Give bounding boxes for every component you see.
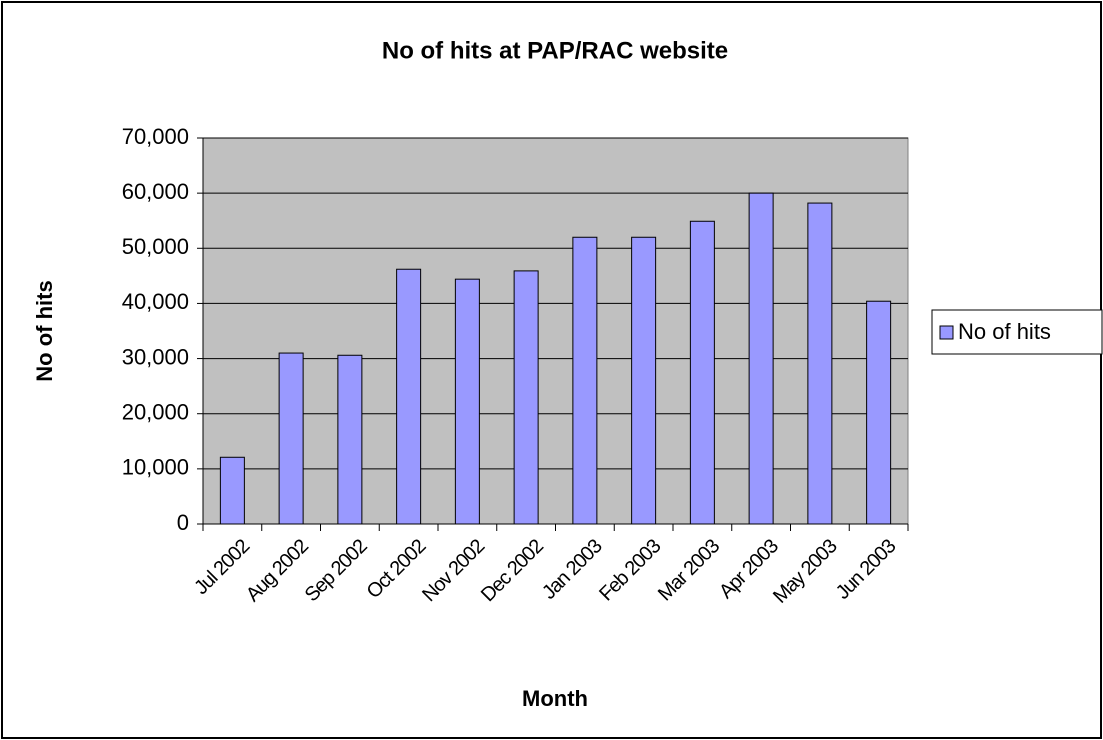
legend-box (931, 309, 1103, 355)
bar (807, 202, 833, 525)
bar (689, 220, 715, 525)
bar (866, 300, 892, 525)
bar (454, 278, 480, 525)
y-tick-label: 30,000 (122, 344, 189, 369)
chart-title: No of hits at PAP/RAC website (382, 37, 728, 64)
legend-swatch (939, 325, 954, 340)
bar (396, 268, 422, 525)
y-axis-title: No of hits (32, 280, 57, 381)
bar (572, 236, 598, 525)
y-tick-label: 40,000 (122, 289, 189, 314)
y-tick-label: 70,000 (122, 124, 189, 149)
bar (278, 352, 304, 525)
bar (219, 456, 245, 525)
y-tick-label: 10,000 (122, 455, 189, 480)
bar (337, 354, 363, 525)
bar (748, 192, 774, 525)
bar (631, 236, 657, 525)
y-tick-label: 60,000 (122, 179, 189, 204)
x-axis-title: Month (522, 686, 588, 711)
y-tick-label: 50,000 (122, 234, 189, 259)
plot-area (202, 137, 909, 525)
y-tick-label: 20,000 (122, 400, 189, 425)
legend-label: No of hits (958, 319, 1051, 344)
y-tick-label: 0 (177, 510, 189, 535)
bar (513, 270, 539, 525)
